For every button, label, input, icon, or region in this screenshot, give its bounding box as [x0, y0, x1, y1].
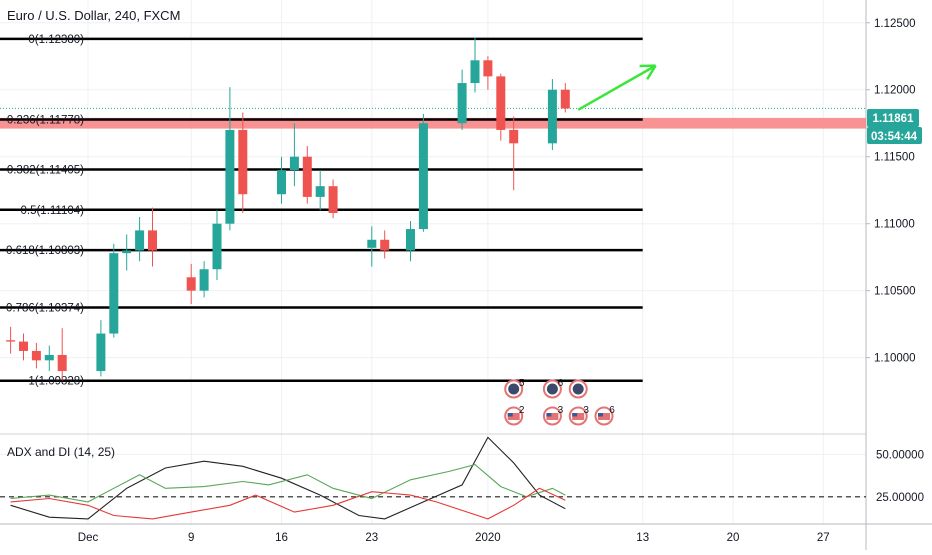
candle-body[interactable] — [496, 76, 505, 130]
candle-body[interactable] — [6, 340, 15, 341]
fib-level-label: 0.5(1.11104) — [20, 205, 84, 217]
candle-body[interactable] — [96, 334, 105, 372]
time-axis-label: 23 — [365, 532, 378, 544]
candle-body[interactable] — [200, 269, 209, 290]
fib-level-label: 0.236(1.11778) — [7, 114, 84, 126]
price-axis-label: 1.11500 — [874, 152, 915, 164]
fib-level-label: 0.786(1.10374) — [6, 303, 84, 315]
candle-body[interactable] — [458, 83, 467, 123]
candle-body[interactable] — [471, 60, 480, 83]
price-axis-label: 1.12500 — [874, 18, 916, 30]
current-price-badge: 1.11861 03:54:44 — [867, 109, 922, 144]
time-axis-label: 20 — [727, 532, 740, 544]
candle-body[interactable] — [561, 90, 570, 109]
us-flag-canton — [546, 413, 551, 417]
price-axis-label: 1.10000 — [874, 353, 916, 365]
candle-body[interactable] — [187, 277, 196, 290]
us-flag-canton — [508, 413, 513, 417]
candle-body[interactable] — [238, 130, 247, 194]
candle-body[interactable] — [316, 186, 325, 197]
candle-body[interactable] — [329, 186, 338, 213]
indicator-axis-label: 25.00000 — [876, 492, 924, 504]
candle-body[interactable] — [380, 240, 389, 251]
time-axis-label: 27 — [817, 532, 830, 544]
time-axis-label: 9 — [188, 532, 194, 544]
time-axis-label: 16 — [275, 532, 288, 544]
countdown-badge-text: 03:54:44 — [871, 131, 918, 143]
time-axis-label: Dec — [78, 532, 99, 544]
time-axis-label: 2020 — [475, 532, 501, 544]
candle-body[interactable] — [122, 250, 131, 253]
candle-body[interactable] — [277, 170, 286, 194]
eu-flag-icon — [547, 384, 558, 395]
candle-body[interactable] — [148, 230, 157, 250]
candle-body[interactable] — [58, 355, 67, 371]
event-count: 3 — [583, 405, 589, 416]
candle-body[interactable] — [213, 224, 222, 270]
indicator-axis-label: 50.00000 — [876, 449, 924, 461]
candle-body[interactable] — [406, 229, 415, 250]
candle-body[interactable] — [290, 157, 299, 170]
event-count: 6 — [558, 378, 564, 389]
candle-body[interactable] — [509, 130, 518, 143]
fib-level-label: 0.618(1.10803) — [6, 245, 84, 257]
price-axis-label: 1.12000 — [874, 85, 916, 97]
candle-body[interactable] — [303, 157, 312, 197]
fib-level-label: 1(1.09828) — [28, 376, 84, 388]
price-badge-text: 1.11861 — [873, 113, 915, 125]
symbol-title: Euro / U.S. Dollar, 240, FXCM — [7, 8, 180, 23]
price-axis-label: 1.10500 — [874, 286, 916, 298]
fib-level-label: 0.382(1.11405) — [7, 164, 84, 176]
candle-body[interactable] — [109, 253, 118, 333]
candle-body[interactable] — [45, 355, 54, 360]
event-count: 6 — [609, 405, 615, 416]
fib-level-label: 0(1.12380) — [28, 34, 84, 46]
candle-body[interactable] — [548, 90, 557, 144]
us-flag-canton — [598, 413, 603, 417]
candle-body[interactable] — [225, 130, 234, 224]
candle-body[interactable] — [483, 60, 492, 76]
candle-body[interactable] — [135, 230, 144, 250]
eu-flag-icon — [508, 384, 519, 395]
candle-body[interactable] — [19, 342, 28, 351]
time-axis-label: 13 — [636, 532, 649, 544]
indicator-title: ADX and DI (14, 25) — [7, 445, 115, 459]
candle-body[interactable] — [419, 123, 428, 229]
us-flag-canton — [572, 413, 577, 417]
event-count: 3 — [558, 405, 564, 416]
candle-body[interactable] — [367, 240, 376, 248]
price-axis-label: 1.11000 — [874, 219, 915, 231]
event-count: 5 — [519, 378, 525, 389]
eu-flag-icon — [573, 384, 584, 395]
candle-body[interactable] — [32, 351, 41, 360]
event-count: 2 — [519, 405, 525, 416]
